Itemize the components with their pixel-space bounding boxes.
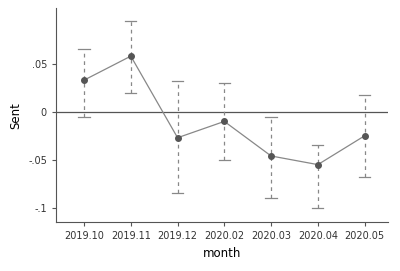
Y-axis label: Sent: Sent [10,102,22,129]
X-axis label: month: month [203,247,241,260]
